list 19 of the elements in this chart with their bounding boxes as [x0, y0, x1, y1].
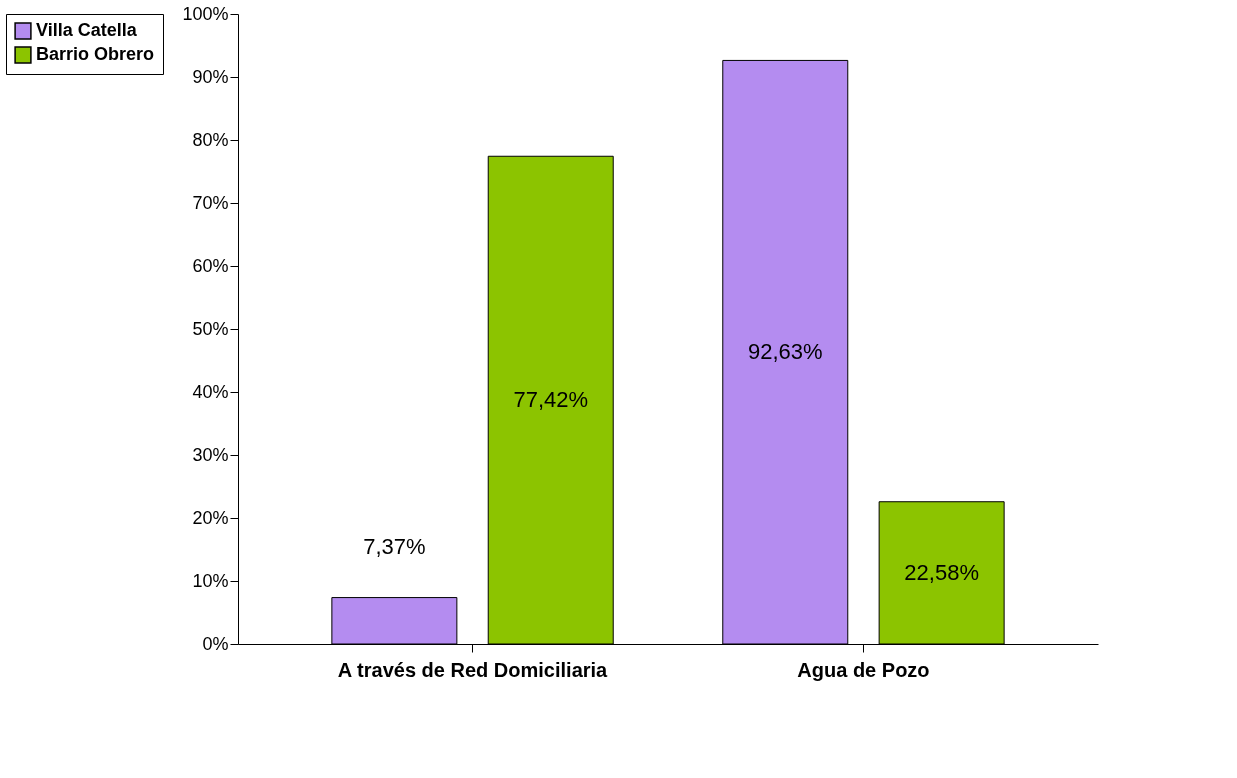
y-tick-label: 50% — [192, 318, 229, 339]
legend-label: Barrio Obrero — [36, 44, 155, 64]
y-tick-label: 100% — [182, 3, 229, 24]
y-tick-label: 20% — [192, 507, 229, 528]
x-tick-label: A través de Red Domiciliaria — [337, 658, 609, 681]
y-tick-label: 40% — [192, 381, 229, 402]
y-tick-label: 60% — [192, 255, 229, 276]
data-label: 77,42% — [513, 387, 589, 413]
y-tick-label: 10% — [192, 570, 229, 591]
y-tick-label: 70% — [192, 192, 229, 213]
data-label: 7,37% — [363, 534, 426, 560]
y-tick-label: 30% — [192, 444, 229, 465]
y-tick-label: 0% — [202, 633, 229, 654]
y-tick-label: 90% — [192, 66, 229, 87]
legend-label: Villa Catella — [36, 20, 138, 40]
data-label: 22,58% — [904, 559, 979, 585]
x-tick-label: Agua de Pozo — [797, 658, 930, 681]
data-label: 92,63% — [747, 339, 823, 365]
y-tick-label: 80% — [192, 129, 229, 150]
